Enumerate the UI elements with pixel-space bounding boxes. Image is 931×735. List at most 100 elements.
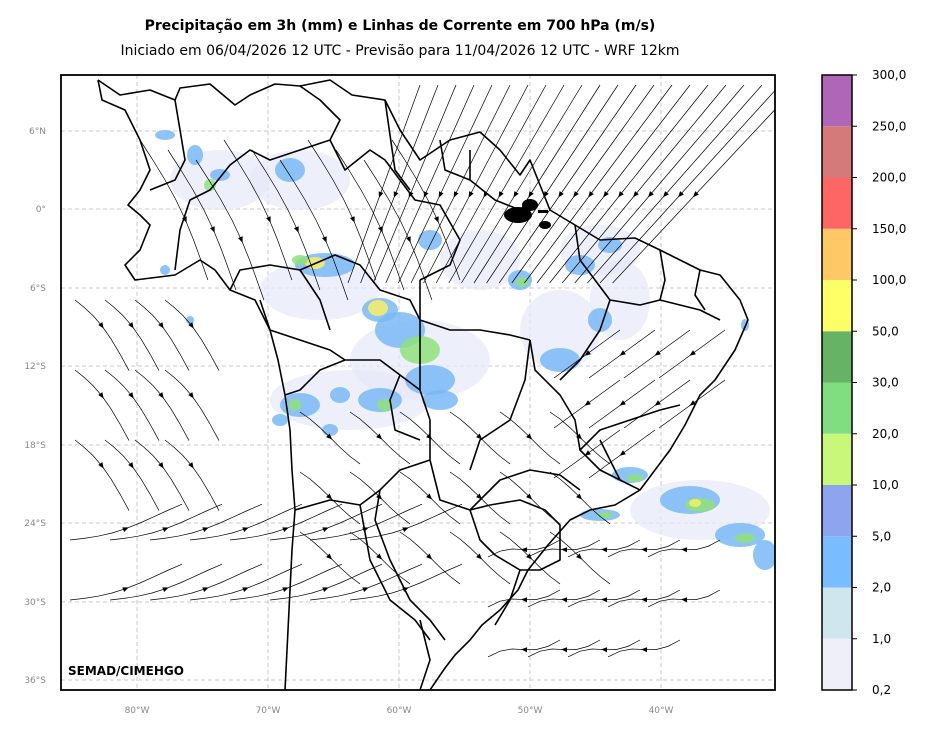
colorbar-label: 300,0 — [872, 68, 906, 82]
streamline-arrow — [210, 226, 215, 233]
streamline-arrow — [202, 527, 209, 532]
streamline-arrow — [322, 527, 329, 532]
rain-cell — [275, 158, 305, 182]
streamline-arrow — [633, 191, 639, 198]
streamline-arrow — [282, 527, 289, 532]
streamline-arrow — [521, 647, 528, 653]
streamline — [435, 84, 547, 284]
streamline-arrow — [162, 527, 169, 532]
credit-label: SEMAD/CIMEHGO — [68, 664, 184, 678]
latitude-labels: 6°N 0° 6°S 12°S 18°S 24°S 30°S 36°S — [24, 127, 46, 686]
light-rain-area — [520, 290, 600, 370]
colorbar-label: 250,0 — [872, 119, 906, 133]
streamline-arrow — [434, 216, 439, 223]
streamline-arrow — [561, 647, 568, 653]
streamline-arrow — [162, 587, 169, 592]
streamline — [363, 159, 433, 301]
streamline-arrow — [476, 493, 483, 500]
streamline — [360, 84, 439, 284]
streamline-arrow — [619, 450, 626, 456]
streamline-arrow — [689, 350, 696, 356]
streamline-arrow — [98, 322, 104, 329]
streamline-arrow — [526, 433, 533, 440]
light-rain-area — [250, 150, 350, 210]
streamline-arrow — [588, 191, 594, 198]
rain-cell — [292, 255, 308, 265]
streamline — [612, 109, 775, 284]
streamline-arrow — [362, 587, 369, 592]
streamline-arrow — [576, 553, 583, 560]
streamline — [139, 139, 209, 281]
colorbar-segment — [822, 536, 852, 588]
streamline-arrow — [128, 392, 134, 399]
streamline-arrow — [648, 191, 654, 198]
lat-label: 12°S — [24, 362, 46, 372]
rain-cell — [540, 348, 580, 372]
lon-label: 50°W — [518, 706, 543, 716]
streamline-arrow — [438, 191, 444, 198]
streamline-arrow — [654, 400, 661, 406]
lat-label: 18°S — [24, 441, 46, 451]
rain-cell — [689, 499, 701, 507]
streamline-arrow — [242, 587, 249, 592]
streamline-arrow — [402, 527, 409, 532]
colorbar: 0,2 1,0 2,0 5,0 10,0 20,0 30,0 50,0 100,0 150,0 20… — [821, 68, 906, 697]
streamline — [385, 84, 475, 284]
streamline — [279, 159, 349, 301]
streamline-arrow — [677, 191, 684, 198]
rain-cell — [368, 300, 388, 316]
streamline-arrow — [561, 547, 568, 553]
streamline-arrow — [601, 647, 608, 653]
lat-label: 30°S — [24, 598, 46, 608]
streamline-arrow — [378, 226, 383, 233]
streamline-arrow — [393, 191, 399, 198]
streamline-arrow — [378, 191, 384, 198]
colorbar-label: 0,2 — [872, 683, 891, 697]
streamline — [511, 84, 655, 284]
streamline-arrow — [584, 350, 591, 356]
streamline-arrow — [476, 433, 483, 440]
colorbar-label: 20,0 — [872, 427, 899, 441]
streamline — [195, 159, 265, 301]
streamline-arrow — [619, 350, 626, 356]
rain-cell — [204, 179, 216, 191]
streamline — [473, 84, 601, 284]
streamline — [307, 139, 377, 281]
rain-cell — [155, 130, 175, 140]
streamline — [486, 84, 619, 284]
streamline-arrow — [603, 191, 609, 198]
streamline — [398, 84, 493, 284]
streamline-arrow — [618, 191, 624, 198]
streamline — [167, 149, 237, 291]
colorbar-segment — [822, 382, 852, 434]
streamline-arrow — [158, 322, 164, 329]
streamline — [448, 84, 565, 284]
streamline-arrow — [641, 547, 648, 553]
colorbar-segment — [822, 587, 852, 639]
streamline-arrow — [584, 450, 591, 456]
streamline-arrow — [188, 462, 194, 469]
rain-cell — [210, 169, 230, 181]
colorbar-segment — [822, 280, 852, 332]
streamline-arrow — [238, 236, 243, 243]
streamline-arrow — [663, 191, 669, 198]
streamline-arrow — [521, 597, 528, 603]
streamline-arrow — [188, 322, 194, 329]
streamline-arrow — [188, 392, 194, 399]
rain-cell — [330, 387, 350, 403]
streamline-arrow — [266, 216, 271, 223]
amazon-delta — [504, 199, 551, 229]
rain-cell — [289, 399, 301, 411]
streamline — [223, 139, 293, 281]
lat-label: 0° — [36, 205, 46, 215]
streamline-arrow — [122, 587, 129, 592]
streamline-arrow — [576, 433, 583, 440]
streamline-arrow — [468, 191, 474, 198]
streamline-arrow — [122, 527, 129, 532]
streamline-arrow — [573, 191, 579, 198]
streamline — [587, 84, 763, 284]
streamline-arrow — [350, 216, 355, 223]
streamline-arrow — [294, 226, 299, 233]
streamline-arrow — [654, 350, 661, 356]
streamline-arrow — [521, 547, 528, 553]
